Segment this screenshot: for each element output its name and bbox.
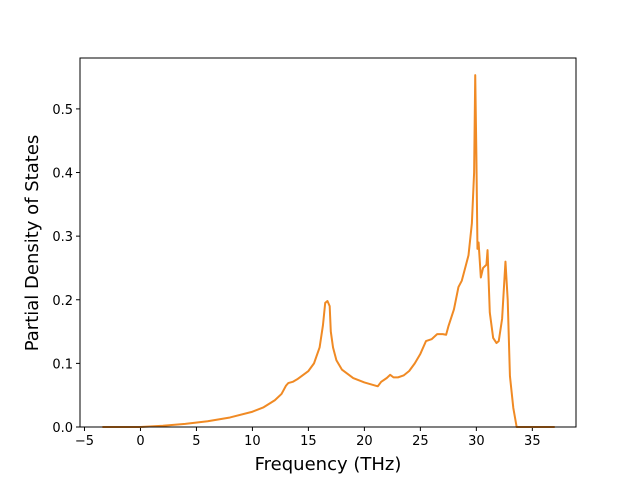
y-axis-label: Partial Density of States	[22, 135, 43, 352]
plot-frame	[79, 57, 577, 428]
x-tick-label: 25	[412, 434, 429, 449]
x-tick-label: 30	[468, 434, 485, 449]
x-tick-label: 20	[356, 434, 373, 449]
y-tick-label: 0.3	[52, 230, 73, 245]
y-tick-label: 0.2	[52, 294, 73, 309]
y-tick-label: 0.4	[52, 167, 73, 182]
x-tick-label: −5	[75, 434, 94, 449]
x-tick-label: 15	[300, 434, 317, 449]
x-tick-label: 0	[136, 434, 144, 449]
y-tick-label: 0.5	[52, 103, 73, 118]
y-tick-label: 0.1	[52, 357, 73, 372]
x-axis-label: Frequency (THz)	[255, 454, 402, 475]
x-tick-label: 35	[524, 434, 541, 449]
x-tick-label: 10	[244, 434, 261, 449]
y-tick-label: 0.0	[52, 421, 73, 436]
data-line	[102, 74, 555, 428]
x-tick-label: 5	[192, 434, 200, 449]
